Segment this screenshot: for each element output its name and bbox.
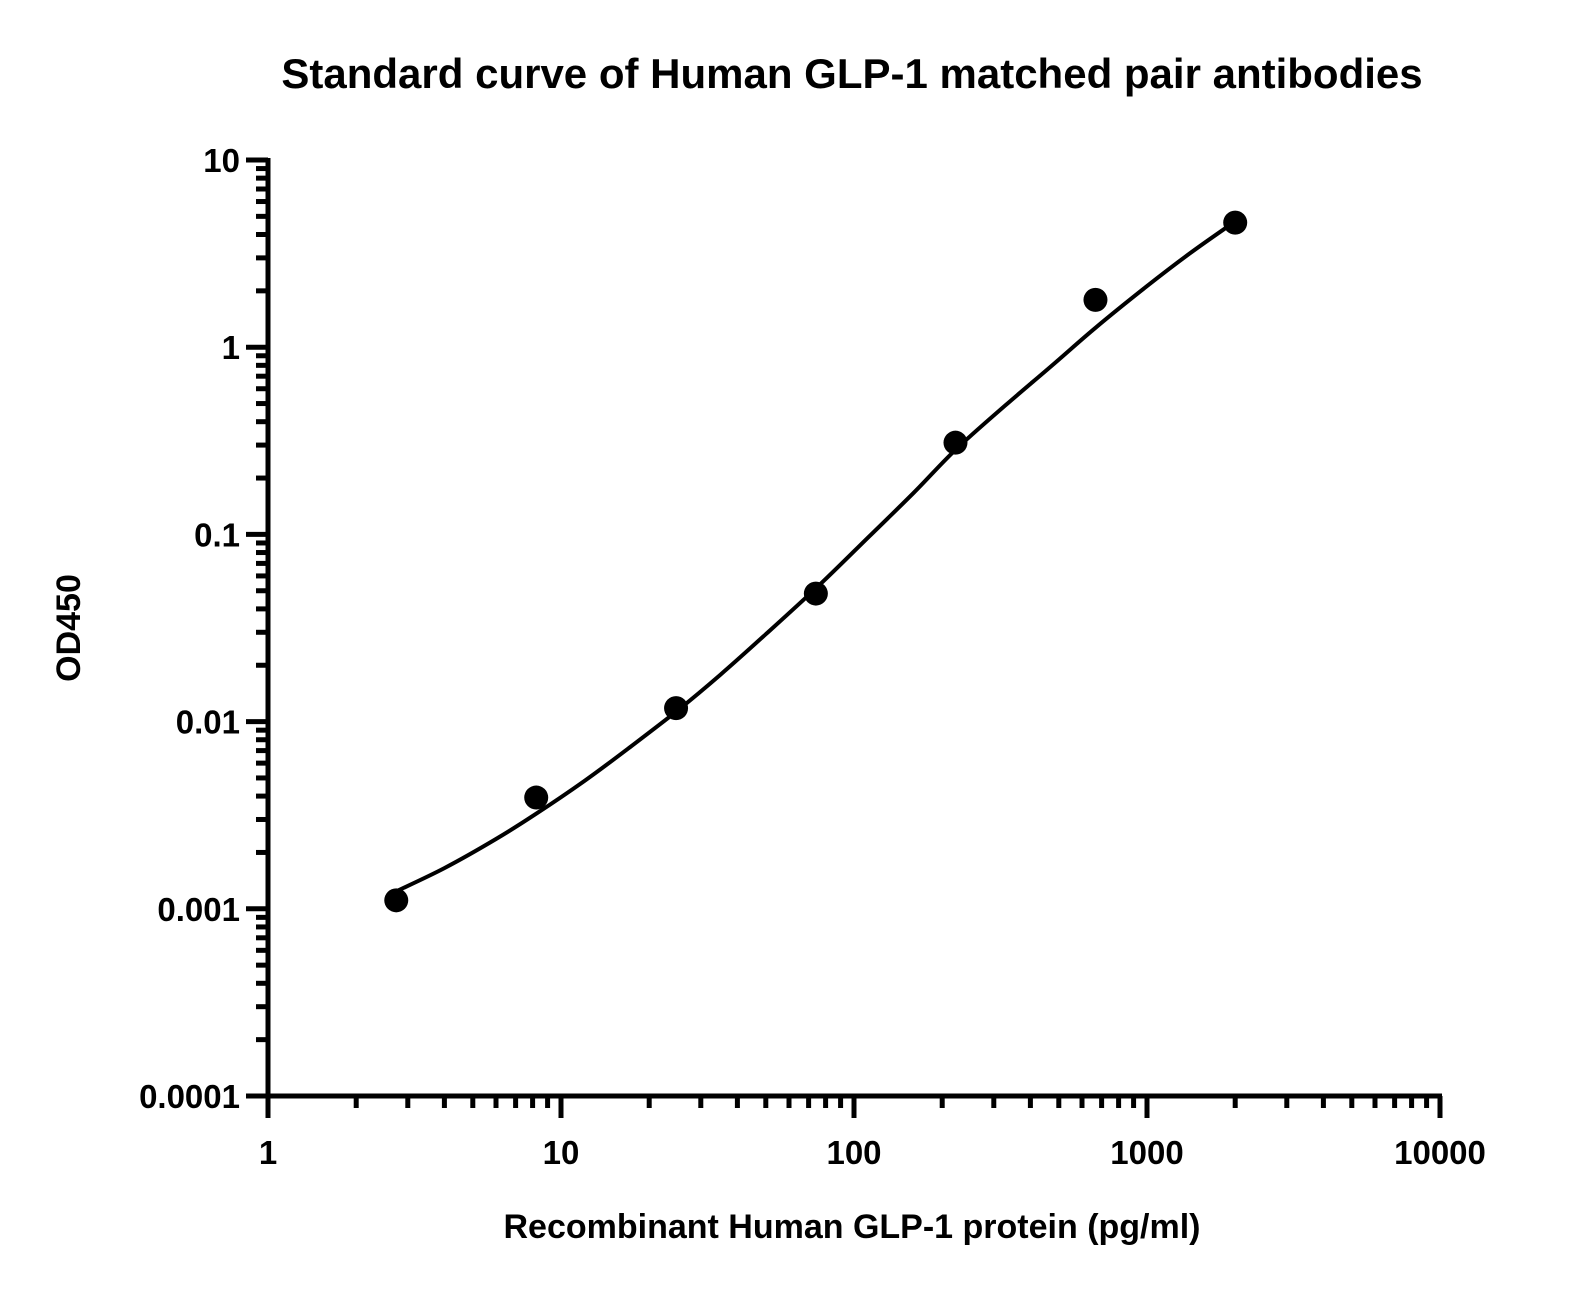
x-tick-label: 100: [826, 1134, 881, 1171]
data-point: [524, 785, 549, 810]
y-tick-label: 0.001: [157, 891, 240, 928]
data-point: [664, 696, 689, 721]
x-axis-label: Recombinant Human GLP-1 protein (pg/ml): [503, 1208, 1200, 1246]
chart-title: Standard curve of Human GLP-1 matched pa…: [281, 50, 1422, 97]
y-tick-label: 0.1: [194, 516, 240, 553]
x-axis-ticks: 1 10 100 1000 10000: [259, 1096, 1486, 1171]
y-tick-label: 10: [203, 142, 240, 179]
data-point: [384, 888, 409, 913]
x-tick-label: 10000: [1394, 1134, 1486, 1171]
y-tick-label: 0.0001: [139, 1078, 240, 1115]
x-tick-label: 10: [543, 1134, 580, 1171]
axes: 0.0001 0.001 0.01 0.1 1 10 1 10 100 1000 10000: [139, 142, 1486, 1171]
y-axis-ticks: 0.0001 0.001 0.01 0.1 1 10: [139, 142, 268, 1115]
x-tick-label: 1000: [1110, 1134, 1183, 1171]
x-tick-label: 1: [259, 1134, 277, 1171]
y-tick-label: 1: [222, 329, 240, 366]
data-points: [384, 210, 1248, 913]
y-tick-label: 0.01: [176, 704, 240, 741]
data-point: [1223, 210, 1248, 235]
data-point: [803, 581, 828, 606]
data-point: [1083, 287, 1108, 312]
fit-curve: [395, 219, 1237, 894]
data-point: [943, 430, 968, 455]
y-axis-label: OD450: [50, 574, 88, 682]
